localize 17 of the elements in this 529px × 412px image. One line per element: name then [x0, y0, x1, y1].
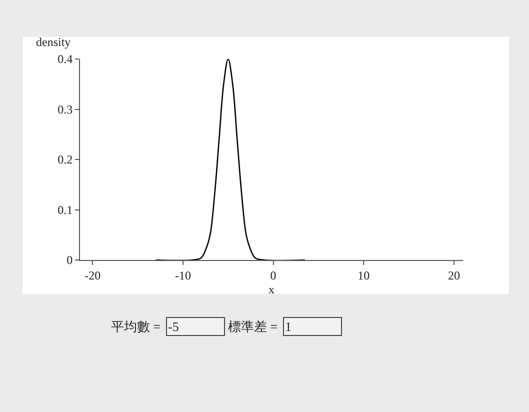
y-tick-label: 0.2 — [58, 152, 73, 167]
x-tick-label: 20 — [448, 268, 460, 282]
text: -5 — [168, 319, 179, 334]
text: 標準差 = — [228, 319, 278, 334]
y-tick-label: 0.3 — [58, 102, 73, 116]
x-tick-label: 0 — [270, 268, 276, 282]
x-tick-label: -20 — [84, 268, 101, 282]
x-tick-label: -10 — [174, 268, 191, 282]
line-series — [155, 59, 306, 260]
y-axis-title: density — [36, 35, 71, 49]
x-axis-title: x — [268, 282, 274, 296]
x-tick-label: 10 — [358, 268, 370, 282]
text: 平均數 = — [111, 319, 161, 334]
y-tick-label: 0.1 — [58, 202, 73, 217]
y-tick-label: 0.4 — [58, 52, 73, 66]
y-tick-label: 0 — [66, 253, 73, 268]
text: 1 — [285, 319, 292, 334]
